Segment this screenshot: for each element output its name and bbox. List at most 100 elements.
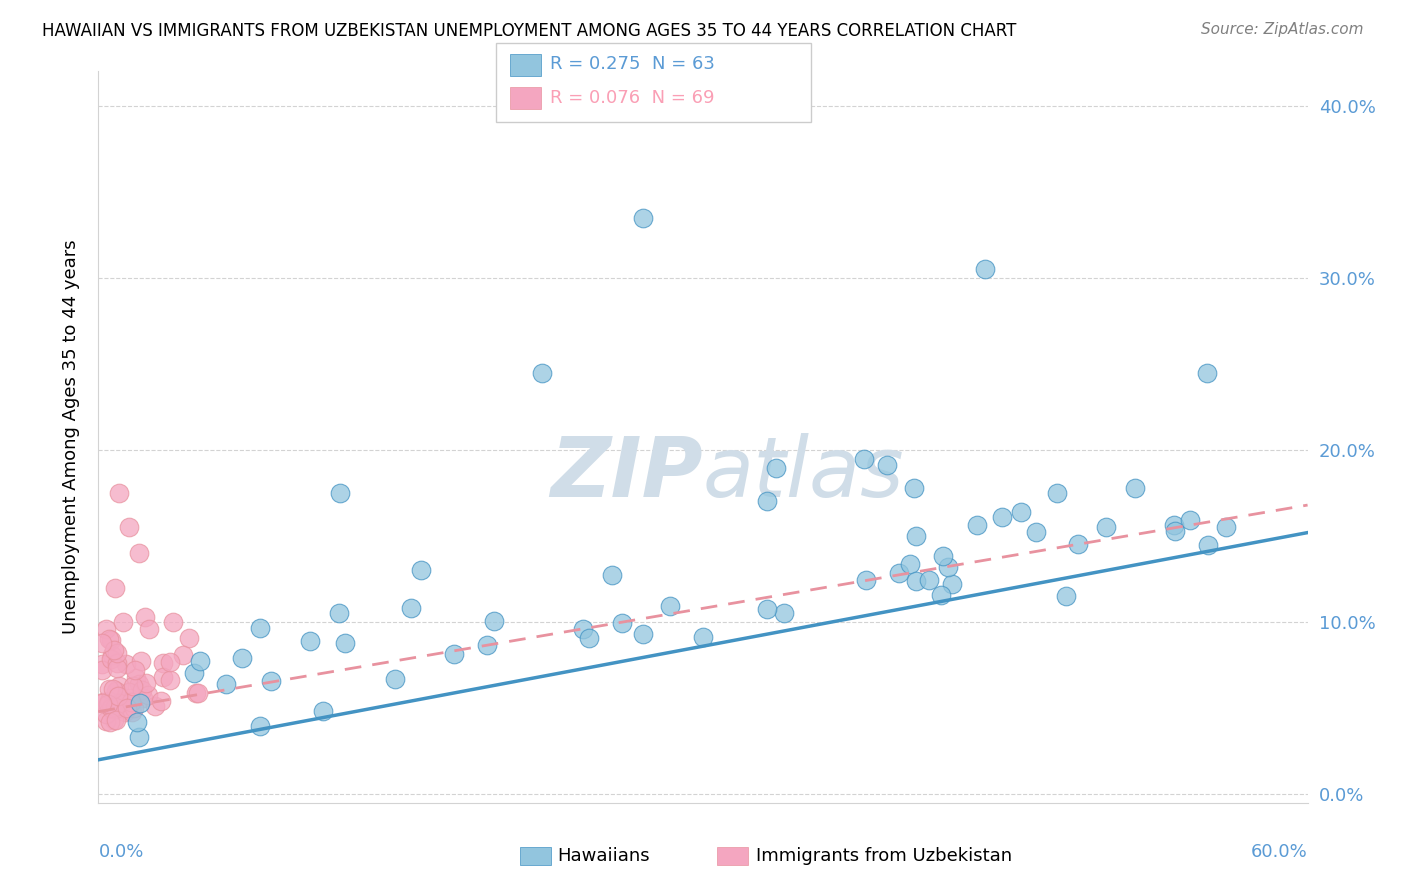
Point	[1195, 366, 1218, 380]
Point	[1123, 481, 1146, 495]
Point	[974, 262, 997, 277]
Point	[124, 671, 146, 685]
Point	[115, 657, 138, 671]
Point	[131, 682, 153, 697]
Point	[905, 529, 928, 543]
Point	[1010, 505, 1032, 519]
Point	[128, 546, 150, 560]
Point	[103, 581, 125, 595]
Point	[900, 557, 922, 571]
Point	[335, 636, 357, 650]
Point	[112, 702, 135, 716]
Point	[152, 656, 174, 670]
Point	[103, 713, 125, 727]
Point	[475, 638, 498, 652]
Point	[129, 654, 152, 668]
Point	[100, 652, 122, 666]
Point	[128, 677, 150, 691]
Point	[100, 700, 122, 714]
Point	[103, 682, 125, 697]
Point	[299, 634, 322, 648]
Point	[215, 676, 238, 690]
Point	[399, 600, 422, 615]
Point	[756, 602, 779, 616]
Point	[128, 730, 150, 744]
Point	[482, 615, 505, 629]
Point	[1180, 513, 1202, 527]
Point	[105, 713, 128, 727]
Point	[103, 642, 125, 657]
Point	[855, 573, 877, 587]
Point	[159, 656, 181, 670]
Point	[903, 481, 925, 495]
Point	[105, 661, 128, 675]
Point	[1163, 517, 1185, 532]
Point	[172, 648, 194, 662]
Point	[94, 706, 117, 721]
Y-axis label: Unemployment Among Ages 35 to 44 years: Unemployment Among Ages 35 to 44 years	[62, 240, 80, 634]
Point	[312, 704, 335, 718]
Text: ZIP: ZIP	[550, 434, 703, 514]
Point	[1067, 537, 1090, 551]
Point	[121, 705, 143, 719]
Point	[98, 632, 121, 646]
Point	[105, 656, 128, 670]
Point	[152, 670, 174, 684]
Point	[97, 682, 120, 697]
Text: R = 0.275  N = 63: R = 0.275 N = 63	[550, 55, 714, 73]
Point	[105, 684, 128, 698]
Point	[162, 615, 184, 629]
Point	[111, 695, 134, 709]
Point	[100, 698, 122, 712]
Point	[692, 630, 714, 644]
Text: Immigrants from Uzbekistan: Immigrants from Uzbekistan	[756, 847, 1012, 865]
Point	[1054, 589, 1077, 603]
Point	[100, 633, 122, 648]
Point	[1164, 524, 1187, 538]
Point	[578, 632, 600, 646]
Point	[443, 647, 465, 661]
Point	[187, 686, 209, 700]
Point	[132, 690, 155, 705]
Point	[772, 607, 794, 621]
Point	[114, 705, 136, 719]
Point	[409, 564, 432, 578]
Point	[188, 654, 211, 668]
Point	[91, 663, 114, 677]
Point	[931, 549, 953, 564]
Point	[107, 689, 129, 703]
Point	[384, 672, 406, 686]
Point	[118, 685, 141, 699]
Point	[991, 510, 1014, 524]
Point	[115, 701, 138, 715]
Text: 0.0%: 0.0%	[98, 843, 143, 861]
Point	[530, 366, 553, 380]
Point	[966, 518, 988, 533]
Point	[1025, 525, 1047, 540]
Point	[108, 696, 131, 710]
Point	[96, 714, 118, 728]
Text: Hawaiians: Hawaiians	[557, 847, 650, 865]
Point	[1095, 520, 1118, 534]
Text: R = 0.076  N = 69: R = 0.076 N = 69	[550, 89, 714, 107]
Point	[91, 635, 114, 649]
Point	[93, 695, 115, 709]
Point	[659, 599, 682, 613]
Point	[249, 719, 271, 733]
Point	[150, 694, 173, 708]
Point	[184, 686, 207, 700]
Point	[122, 701, 145, 715]
Point	[1197, 538, 1219, 552]
Point	[249, 621, 271, 635]
Point	[136, 689, 159, 703]
Point	[97, 697, 120, 711]
Point	[111, 615, 134, 629]
Point	[134, 610, 156, 624]
Text: 60.0%: 60.0%	[1251, 843, 1308, 861]
Point	[328, 607, 350, 621]
Point	[259, 673, 281, 688]
Point	[107, 679, 129, 693]
Point	[929, 588, 952, 602]
Point	[124, 663, 146, 677]
Point	[177, 632, 200, 646]
